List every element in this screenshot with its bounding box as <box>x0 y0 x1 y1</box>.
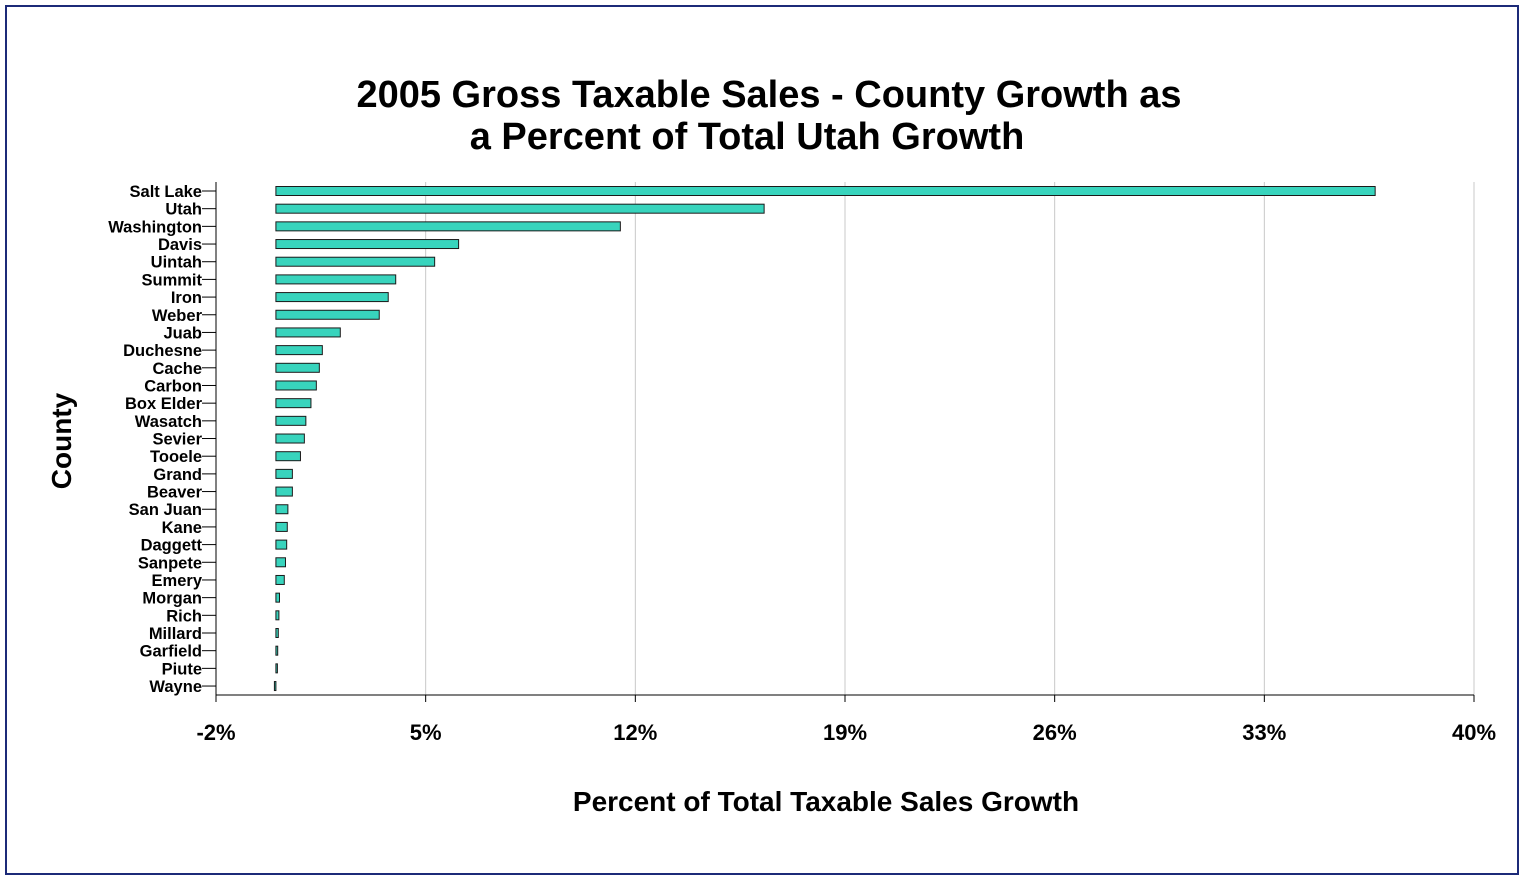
x-tick-label: 12% <box>613 720 657 745</box>
bars <box>273 186 1376 692</box>
bar <box>275 557 286 568</box>
bar <box>275 663 278 674</box>
bar <box>275 345 323 356</box>
bar <box>275 645 279 656</box>
category-label: Summit <box>141 271 202 289</box>
category-label: Salt Lake <box>130 183 202 201</box>
category-label: Juab <box>163 324 202 342</box>
chart-title-line-1: 2005 Gross Taxable Sales - County Growth… <box>356 74 1181 116</box>
bar <box>275 415 307 426</box>
y-axis-title: County <box>46 392 77 489</box>
bar <box>275 362 320 373</box>
category-label: Rich <box>166 607 202 625</box>
bar <box>275 221 621 232</box>
category-label: Carbon <box>144 377 202 395</box>
category-label: Duchesne <box>123 342 202 360</box>
category-label: Garfield <box>140 643 202 661</box>
category-label: Weber <box>152 307 203 325</box>
bar <box>275 239 460 250</box>
category-label: Wayne <box>149 678 202 696</box>
bar <box>275 380 317 391</box>
bar <box>273 681 277 692</box>
category-label: Washington <box>108 218 202 236</box>
x-axis-title: Percent of Total Taxable Sales Growth <box>573 786 1079 817</box>
x-tick-label: 5% <box>410 720 442 745</box>
chart-title-line-2: a Percent of Total Utah Growth <box>470 116 1025 158</box>
category-label: Wasatch <box>135 413 202 431</box>
category-labels: Salt LakeUtahWashingtonDavisUintahSummit… <box>108 183 203 696</box>
category-label: Davis <box>158 236 202 254</box>
bar <box>275 256 436 267</box>
bar <box>275 186 1376 196</box>
bar <box>275 574 285 585</box>
category-label: Tooele <box>150 448 202 466</box>
bar <box>275 610 280 621</box>
category-label: Utah <box>165 201 202 219</box>
bar <box>275 628 279 638</box>
category-label: Daggett <box>141 537 203 555</box>
category-label: Piute <box>162 660 202 678</box>
category-label: Iron <box>171 289 202 307</box>
x-tick-label: 26% <box>1033 720 1077 745</box>
bar <box>275 592 280 603</box>
category-label: Grand <box>153 466 202 484</box>
category-label: Kane <box>162 519 202 537</box>
bar <box>275 309 380 320</box>
x-tick-label: 19% <box>823 720 867 745</box>
gridlines <box>425 182 1475 695</box>
category-label: Emery <box>152 572 203 590</box>
bar <box>275 451 301 462</box>
category-label: Millard <box>149 625 202 643</box>
bar <box>275 292 389 303</box>
bar <box>275 327 341 338</box>
category-label: Cache <box>152 360 202 378</box>
bar <box>275 274 397 285</box>
category-label: Beaver <box>147 484 203 502</box>
x-tick-label: 40% <box>1452 720 1496 745</box>
bar <box>275 539 288 550</box>
category-label: Sanpete <box>138 554 202 572</box>
category-label: Morgan <box>142 590 202 608</box>
bar <box>275 203 765 214</box>
category-label: Sevier <box>152 431 202 449</box>
x-tick-labels: -2% 5% 12% 19% 26% 33% 40% <box>196 720 1496 745</box>
category-label: San Juan <box>129 501 202 519</box>
bar <box>275 486 293 497</box>
category-label: Uintah <box>151 254 202 272</box>
axes <box>202 182 1475 702</box>
bar <box>275 398 312 409</box>
bar <box>275 521 288 532</box>
bar <box>275 468 293 479</box>
category-label: Box Elder <box>125 395 203 413</box>
bar <box>275 433 305 444</box>
x-tick-label: 33% <box>1242 720 1286 745</box>
x-tick-label: -2% <box>196 720 235 745</box>
bar <box>275 504 289 515</box>
